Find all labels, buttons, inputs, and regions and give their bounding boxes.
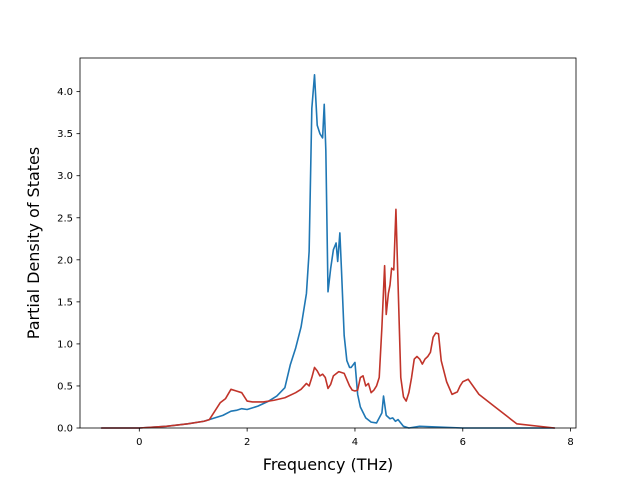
y-tick-label: 1.0 (57, 339, 73, 350)
x-tick-label: 0 (136, 437, 142, 448)
x-tick-label: 8 (567, 437, 573, 448)
series-layer (100, 74, 556, 429)
y-tick-label: 2.0 (57, 255, 73, 266)
y-tick-label: 0.5 (57, 381, 73, 392)
y-axis-label: Partial Density of States (24, 147, 43, 339)
series-line-2 (100, 208, 556, 429)
x-tick-label: 6 (460, 437, 466, 448)
y-tick-label: 3.0 (57, 171, 73, 182)
x-tick-label: 4 (352, 437, 358, 448)
x-tick-label: 2 (244, 437, 250, 448)
y-tick-label: 4.0 (57, 87, 73, 98)
x-axis-label: Frequency (THz) (263, 455, 393, 474)
y-tick-label: 3.5 (57, 129, 73, 140)
axes-frame (79, 57, 577, 429)
x-axis: 0 2 4 6 8 (136, 428, 574, 448)
plot-area (79, 57, 577, 429)
y-tick-label: 2.5 (57, 213, 73, 224)
series-line-1 (100, 74, 556, 429)
y-tick-label: 0.0 (57, 424, 73, 435)
y-tick-label: 1.5 (57, 297, 73, 308)
y-axis: 0.0 0.5 1.0 1.5 2.0 2.5 3.0 3.5 4.0 (57, 87, 80, 435)
